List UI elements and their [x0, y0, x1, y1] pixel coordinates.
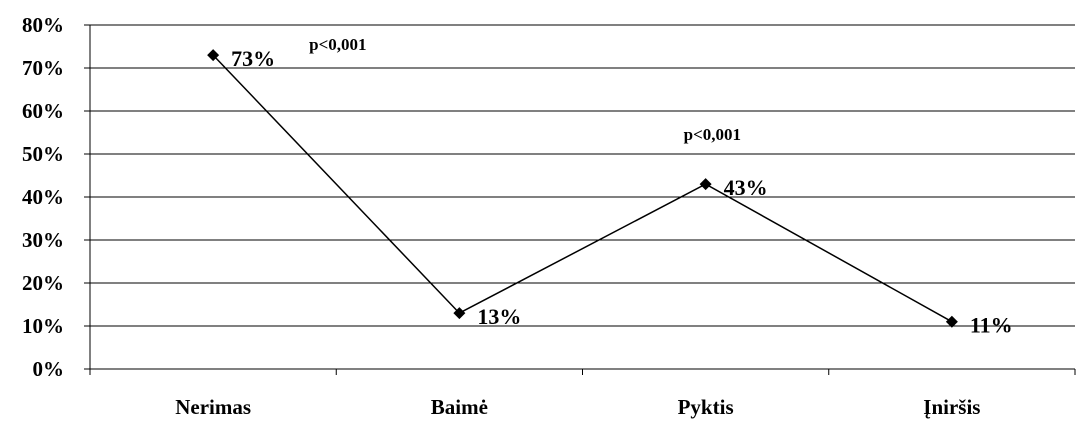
y-tick-label: 40% — [22, 185, 64, 209]
significance-annotation: p<0,001 — [684, 125, 741, 144]
y-tick-label: 80% — [22, 13, 64, 37]
data-point-marker — [945, 315, 958, 328]
data-point-marker — [699, 178, 712, 191]
data-label: 13% — [477, 304, 521, 329]
axes — [84, 24, 1076, 375]
y-tick-label: 60% — [22, 99, 64, 123]
data-point-marker — [453, 307, 466, 320]
y-tick-label: 10% — [22, 314, 64, 338]
labels: 0% 10% 20% 30% 40% 50% 60% 70% 80% Nerimas Baimė Py… — [22, 13, 1013, 419]
y-tick-label: 50% — [22, 142, 64, 166]
x-category-label: Įniršis — [923, 395, 980, 419]
data-label: 11% — [970, 313, 1013, 338]
data-label: 73% — [231, 46, 275, 71]
series-line-group — [207, 49, 958, 328]
significance-annotation: p<0,001 — [309, 35, 366, 54]
data-point-marker — [207, 49, 220, 62]
series-line — [212, 54, 953, 323]
x-category-label: Baimė — [431, 395, 488, 419]
y-tick-label: 20% — [22, 271, 64, 295]
x-category-label: Pyktis — [678, 395, 734, 419]
y-tick-label: 30% — [22, 228, 64, 252]
data-label: 43% — [724, 175, 768, 200]
y-tick-label: 0% — [33, 357, 65, 381]
gridlines — [90, 24, 1075, 327]
x-category-label: Nerimas — [175, 395, 251, 419]
y-tick-label: 70% — [22, 56, 64, 80]
